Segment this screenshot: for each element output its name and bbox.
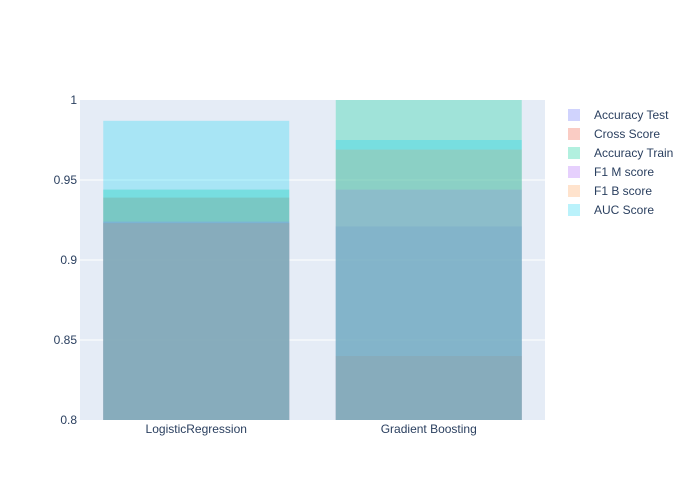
bar-auc-score-1[interactable]: [335, 140, 522, 420]
legend-swatch: [568, 166, 580, 178]
legend-item[interactable]: Accuracy Test: [568, 108, 669, 122]
legend-swatch: [568, 185, 580, 197]
x-tick-label: LogisticRegression: [146, 422, 247, 436]
legend-swatch: [568, 109, 580, 121]
bar-auc-score-0[interactable]: [103, 120, 290, 421]
bar-cross-score-0[interactable]: [103, 197, 290, 420]
y-tick-label: 0.8: [60, 413, 77, 427]
legend-item[interactable]: F1 B score: [568, 184, 652, 198]
y-axis: 0.8 0.85 0.9 0.95 1: [54, 93, 78, 427]
bar-f1-b-score-0[interactable]: [103, 223, 290, 420]
bars: [103, 100, 522, 421]
legend-label: F1 B score: [594, 184, 652, 198]
legend-swatch: [568, 147, 580, 159]
x-tick-label: Gradient Boosting: [381, 422, 477, 436]
legend-label: AUC Score: [594, 203, 654, 217]
bar-f1-m-score-0[interactable]: [103, 221, 290, 420]
legend-label: F1 M score: [594, 165, 654, 179]
bar-accuracy-train-0[interactable]: [103, 189, 290, 420]
gridlines: [80, 179, 545, 341]
y-tick-label: 1: [70, 93, 77, 107]
y-tick-label: 0.9: [60, 253, 77, 267]
legend-label: Cross Score: [594, 127, 660, 141]
bar-f1-b-score-1[interactable]: [335, 149, 522, 420]
legend-swatch: [568, 204, 580, 216]
legend-label: Accuracy Train: [594, 146, 673, 160]
legend-swatch: [568, 128, 580, 140]
bar-cross-score-1[interactable]: [335, 356, 522, 420]
x-axis: LogisticRegression Gradient Boosting: [146, 422, 477, 436]
legend-item[interactable]: F1 M score: [568, 165, 654, 179]
legend-label: Accuracy Test: [594, 108, 669, 122]
bar-f1-m-score-1[interactable]: [335, 189, 522, 420]
legend-item[interactable]: Accuracy Train: [568, 146, 673, 160]
bar-accuracy-train-1[interactable]: [335, 100, 522, 420]
y-tick-label: 0.95: [54, 173, 78, 187]
legend[interactable]: Accuracy Test Cross Score Accuracy Train F1…: [568, 108, 673, 217]
y-tick-label: 0.85: [54, 333, 78, 347]
legend-item[interactable]: Cross Score: [568, 127, 660, 141]
bar-accuracy-test-0[interactable]: [103, 223, 290, 420]
legend-item[interactable]: AUC Score: [568, 203, 654, 217]
bar-accuracy-test-1[interactable]: [335, 226, 522, 420]
